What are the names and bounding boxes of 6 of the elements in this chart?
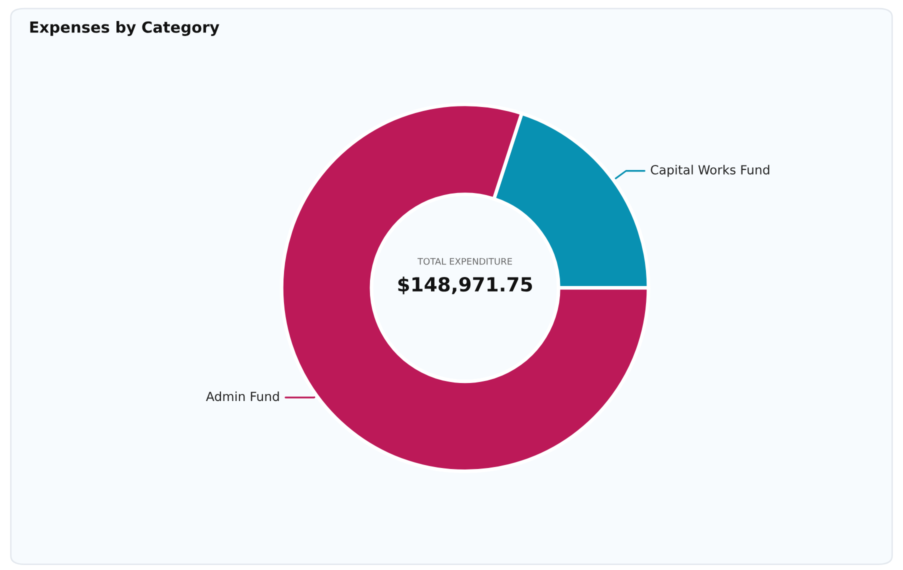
slice-label: Admin Fund <box>206 391 279 402</box>
slice-label: Capital Works Fund <box>650 164 770 177</box>
text: $148,971.75 <box>398 276 532 294</box>
text: TOTAL EXPENDITURE <box>418 258 512 265</box>
chart-title: Expenses by Category <box>30 21 220 36</box>
donut-slice <box>280 102 650 474</box>
